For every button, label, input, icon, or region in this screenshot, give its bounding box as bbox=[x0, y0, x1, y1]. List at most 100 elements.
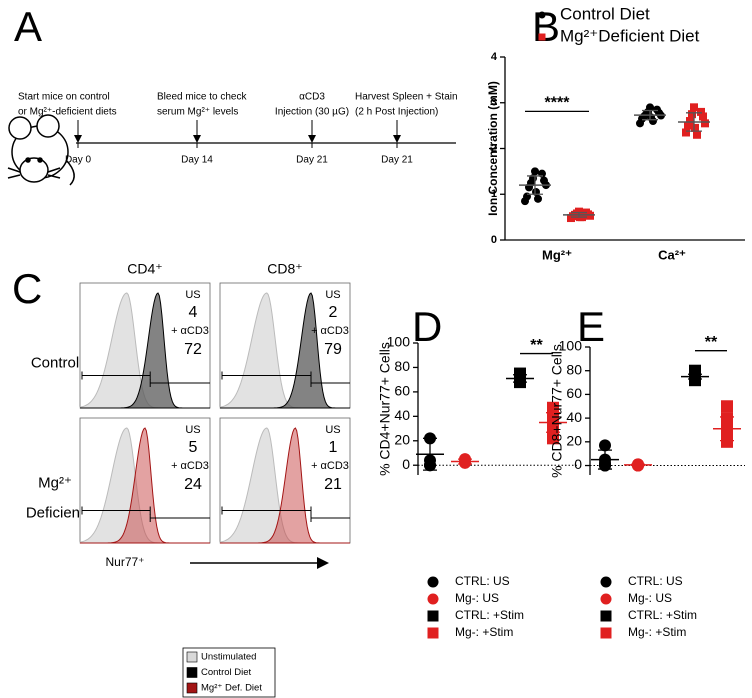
y-tick-label: 80 bbox=[566, 361, 582, 377]
row-label: Mg²⁺ bbox=[38, 474, 72, 491]
data-point bbox=[600, 627, 612, 639]
error-bar bbox=[686, 112, 702, 132]
y-tick-label: 100 bbox=[387, 334, 411, 350]
row-label: Control bbox=[31, 354, 79, 371]
error-bar bbox=[527, 175, 543, 195]
y-tick-label: 60 bbox=[394, 383, 410, 399]
data-point bbox=[701, 119, 709, 128]
y-tick-label: 2 bbox=[491, 142, 497, 154]
stim-label: + αCD3 bbox=[311, 325, 349, 337]
data-point bbox=[531, 167, 539, 176]
us-label: US bbox=[325, 424, 340, 436]
gate-stim bbox=[149, 514, 210, 522]
us-label: US bbox=[185, 289, 200, 301]
histogram-stim bbox=[80, 427, 210, 544]
mouse-icon bbox=[7, 114, 75, 186]
error-bar bbox=[688, 373, 702, 380]
gate-stim bbox=[149, 379, 210, 387]
legend-label: Mg-: US bbox=[455, 591, 499, 605]
histogram-x-label: Nur77⁺ bbox=[105, 555, 144, 569]
significance-label: ** bbox=[705, 334, 718, 351]
legend-label: CTRL: US bbox=[628, 574, 683, 588]
event-label: Harvest Spleen + Stain bbox=[355, 92, 458, 103]
day-label: Day 14 bbox=[181, 155, 213, 166]
data-point bbox=[534, 194, 542, 203]
data-point bbox=[693, 130, 701, 139]
us-value: 2 bbox=[329, 304, 338, 321]
y-tick-label: 80 bbox=[394, 358, 410, 374]
data-point bbox=[636, 119, 644, 128]
error-bar bbox=[458, 458, 472, 465]
data-point bbox=[721, 435, 733, 448]
panel-label: C bbox=[12, 265, 42, 312]
gate-us bbox=[81, 506, 151, 515]
histogram-stim bbox=[220, 427, 350, 544]
legend-label: CTRL: +Stim bbox=[628, 608, 697, 622]
legend-label: CTRL: +Stim bbox=[455, 608, 524, 622]
data-point bbox=[691, 123, 699, 132]
y-tick-label: 0 bbox=[402, 456, 410, 472]
y-tick-label: 40 bbox=[566, 409, 582, 425]
histogram-stim bbox=[220, 292, 350, 409]
gate-us bbox=[221, 506, 312, 515]
stim-value: 24 bbox=[184, 476, 202, 493]
legend-frame bbox=[182, 647, 276, 698]
y-tick-label: 20 bbox=[394, 431, 410, 447]
data-point bbox=[547, 432, 559, 445]
error-bar bbox=[642, 109, 658, 121]
data-point bbox=[690, 103, 698, 112]
us-label: US bbox=[185, 424, 200, 436]
data-point bbox=[721, 400, 733, 413]
us-value: 5 bbox=[189, 439, 198, 456]
data-point bbox=[599, 439, 611, 452]
legend-label: Control Diet bbox=[201, 667, 252, 678]
event-label: (2 h Post Injection) bbox=[355, 107, 438, 118]
event-label: Start mice on control bbox=[18, 92, 110, 103]
y-tick-label: 20 bbox=[566, 433, 582, 449]
stim-label: + αCD3 bbox=[171, 325, 209, 337]
y-axis-label: % CD8+Nur77+ Cells bbox=[549, 344, 565, 478]
error-bar bbox=[631, 463, 645, 467]
day-label: Day 21 bbox=[296, 155, 328, 166]
stim-value: 21 bbox=[324, 476, 342, 493]
legend-label: Mg-: +Stim bbox=[628, 625, 686, 639]
day-label: Day 0 bbox=[65, 155, 92, 166]
x-tick-label: Ca²⁺ bbox=[658, 247, 686, 262]
panel-label: A bbox=[14, 3, 42, 50]
data-point bbox=[427, 576, 439, 588]
legend-label: Control Diet bbox=[560, 4, 650, 23]
column-header: CD4⁺ bbox=[127, 261, 162, 277]
data-point bbox=[427, 627, 439, 639]
legend-label: Mg-: US bbox=[628, 591, 672, 605]
x-tick-label: Mg²⁺ bbox=[542, 247, 572, 262]
significance-label: **** bbox=[545, 95, 571, 112]
error-bar bbox=[571, 211, 587, 218]
data-point bbox=[684, 121, 692, 130]
y-axis-label: Ion Concentration (mM) bbox=[486, 81, 500, 216]
error-bar bbox=[720, 416, 734, 442]
data-point bbox=[538, 11, 546, 19]
y-tick-label: 4 bbox=[491, 51, 498, 63]
data-point bbox=[600, 593, 612, 605]
data-point bbox=[686, 117, 694, 126]
error-bar bbox=[423, 437, 437, 471]
legend-label: Mg²⁺ Def. Diet bbox=[201, 683, 262, 694]
us-label: US bbox=[325, 289, 340, 301]
y-axis-label: % CD4+Nur77+ Cells bbox=[377, 342, 393, 476]
y-tick-label: 100 bbox=[559, 338, 583, 354]
data-point bbox=[699, 112, 707, 121]
panel-label: E bbox=[577, 303, 605, 350]
data-point bbox=[538, 33, 546, 41]
data-point bbox=[586, 211, 594, 220]
event-label: αCD3 bbox=[299, 92, 325, 103]
event-label: serum Mg²⁺ levels bbox=[157, 107, 238, 118]
gate-us bbox=[81, 371, 151, 380]
data-point bbox=[427, 593, 439, 605]
panel-label: D bbox=[412, 303, 442, 350]
stim-label: + αCD3 bbox=[171, 460, 209, 472]
data-point bbox=[547, 401, 559, 414]
y-tick-label: 0 bbox=[491, 234, 497, 246]
error-bar bbox=[513, 374, 527, 383]
error-bar bbox=[546, 412, 560, 433]
